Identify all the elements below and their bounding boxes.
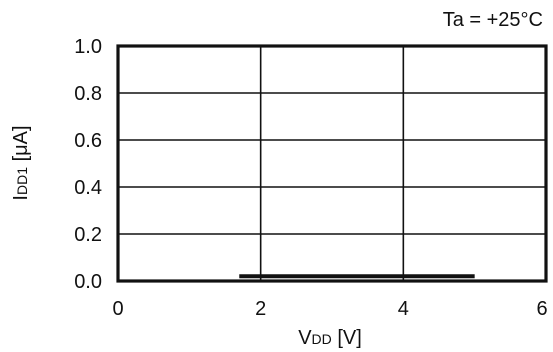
grid-layer [118, 46, 546, 281]
y-axis-label-subscript: DD1 [14, 167, 30, 195]
y-tick-label-3: 0.6 [74, 130, 102, 152]
y-tick-label-0: 0.0 [74, 271, 102, 293]
x-axis-label: VDD [V] [298, 327, 362, 349]
x-axis-label-unit: [V] [332, 327, 362, 349]
ticks-layer: 0.0 0.2 0.4 0.6 0.8 1.0 0 2 4 6 [74, 36, 547, 320]
y-axis-label: IDD1 [μA] [10, 125, 32, 200]
x-tick-label-1: 2 [255, 298, 266, 320]
x-tick-label-2: 4 [398, 298, 409, 320]
x-tick-label-0: 0 [112, 298, 123, 320]
x-axis-label-subscript: DD [312, 331, 332, 347]
y-tick-label-1: 0.2 [74, 224, 102, 246]
condition-annotation: Ta = +25°C [443, 9, 543, 31]
y-axis-label-main: I [10, 195, 32, 201]
y-axis-label-unit: [μA] [10, 125, 32, 167]
y-tick-label-5: 1.0 [74, 36, 102, 58]
x-tick-label-3: 6 [536, 298, 547, 320]
plot-frame [116, 44, 548, 283]
frame-layer [116, 44, 548, 283]
y-tick-label-2: 0.4 [74, 177, 102, 199]
x-axis-label-main: V [298, 327, 312, 349]
y-tick-label-4: 0.8 [74, 83, 102, 105]
